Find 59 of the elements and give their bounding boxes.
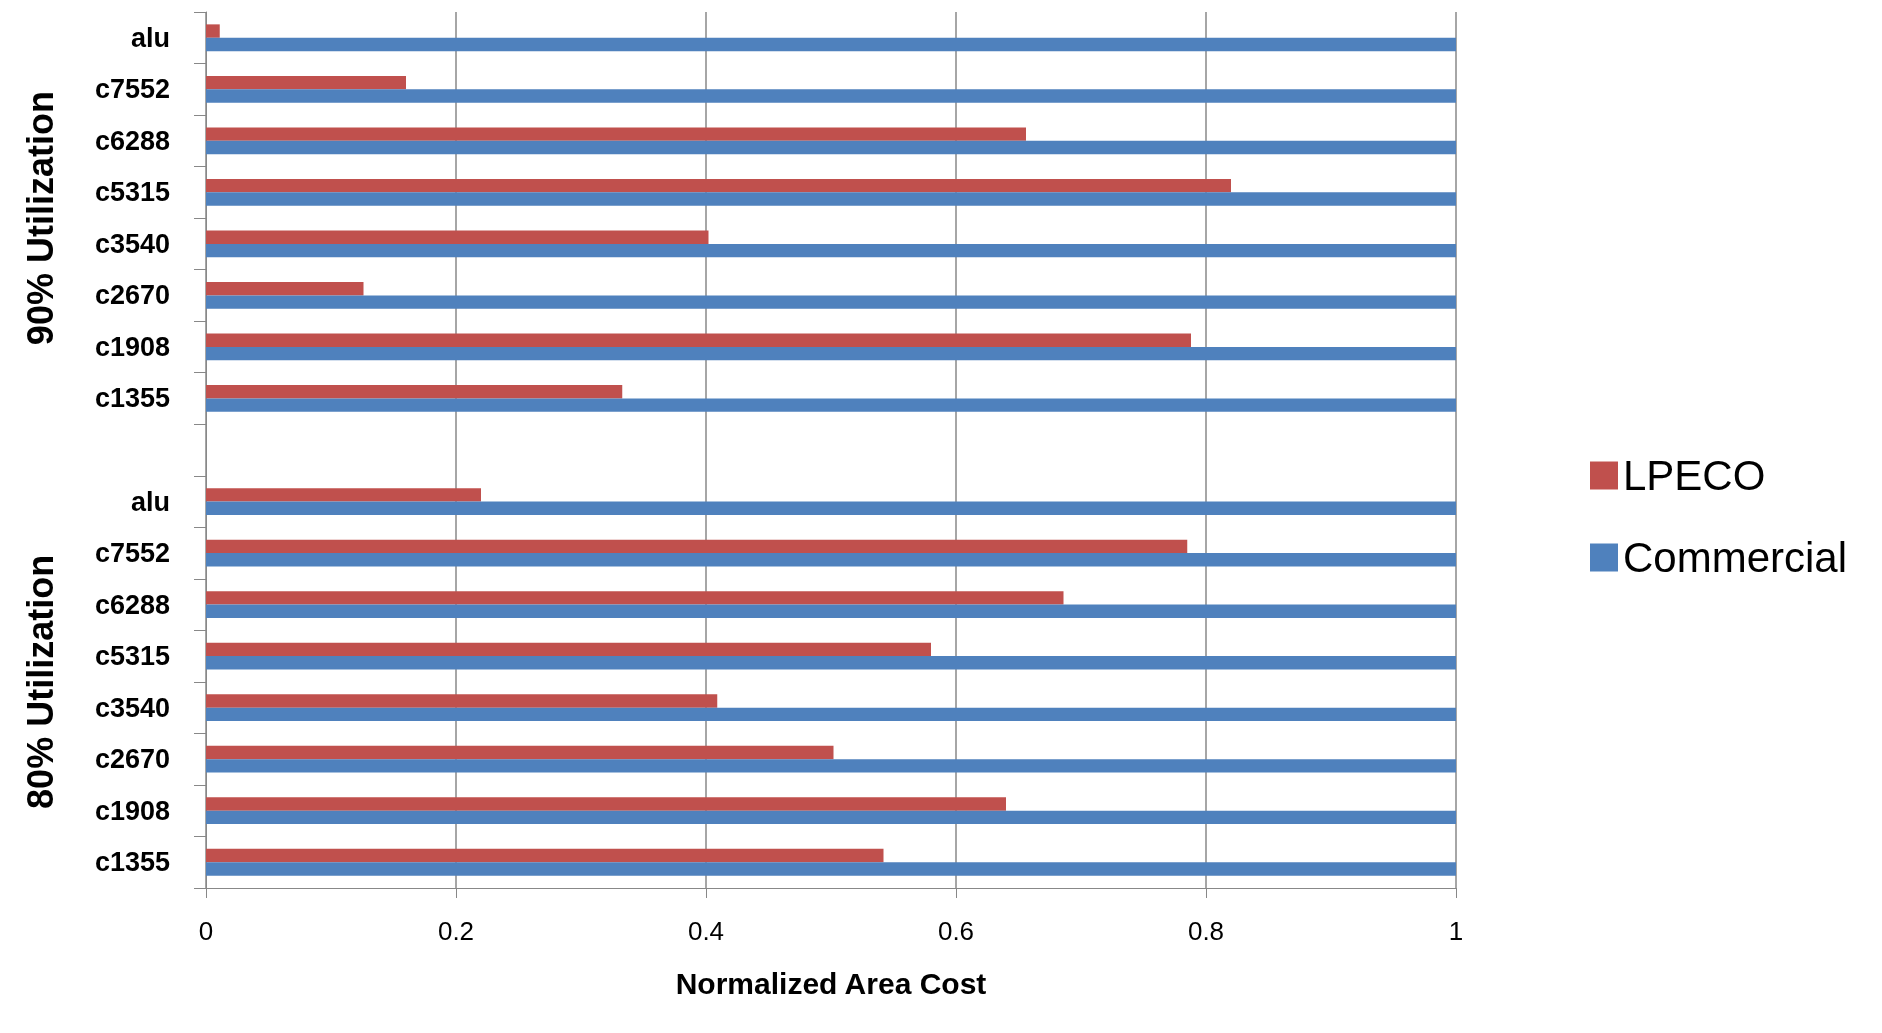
bar: [206, 694, 718, 708]
bar: [206, 89, 1456, 103]
bar: [206, 642, 931, 657]
x-tick-label: 0: [198, 916, 214, 946]
bar: [206, 230, 709, 244]
bar: [206, 192, 1456, 206]
legend-label: Commercial: [1622, 534, 1847, 581]
bar: [206, 282, 364, 296]
y-tick-label: c3540: [94, 228, 170, 259]
x-axis-title: Normalized Area Cost: [675, 966, 987, 1000]
bar: [206, 385, 623, 399]
bar: [206, 656, 1456, 670]
y-tick-label: c1355: [94, 847, 170, 878]
bar: [206, 178, 1231, 193]
bar: [206, 295, 1456, 309]
x-tick-label: 0.4: [687, 916, 725, 946]
bar: [206, 759, 1456, 773]
text: 80% Utilization: [19, 554, 61, 809]
bar: [206, 810, 1456, 825]
bar: [206, 333, 1191, 347]
bar: [206, 37, 1456, 52]
y-tick-label: c1908: [94, 795, 170, 826]
bar: [206, 797, 1006, 811]
y-tick-label: c6288: [94, 589, 170, 620]
y-tick-label: c1355: [94, 383, 170, 414]
bar: [206, 848, 884, 863]
bar: [206, 539, 1188, 554]
bar: [206, 398, 1456, 412]
bar: [206, 75, 406, 90]
bar: [206, 346, 1456, 361]
bar: [206, 127, 1026, 141]
y-tick-label: c7552: [94, 538, 170, 569]
y-tick-label: c2670: [94, 280, 170, 311]
bar: [206, 243, 1456, 258]
y-tick-label: c7552: [94, 74, 170, 105]
bar: [206, 24, 220, 38]
x-tick-label: 0.8: [1187, 916, 1225, 946]
bar: [206, 591, 1064, 605]
x-tick-label: 1: [1448, 916, 1464, 946]
y-tick-label: alu: [130, 486, 170, 517]
x-tick-label: 0.2: [437, 916, 475, 946]
x-tick-label: 0.6: [937, 916, 975, 946]
bar: [206, 501, 1456, 515]
y-tick-label: c1908: [94, 331, 170, 362]
bar: [206, 488, 481, 502]
bar: [206, 140, 1456, 155]
bar: [206, 862, 1456, 876]
y-tick-label: c3540: [94, 692, 170, 723]
y-tick-label: c5315: [94, 177, 170, 208]
bar: [206, 745, 834, 760]
y-tick-label: alu: [130, 22, 170, 53]
text: 90% Utilization: [19, 91, 61, 346]
bar: [206, 553, 1456, 567]
y-tick-label: c5315: [94, 641, 170, 672]
legend-label: LPECO: [1622, 452, 1766, 499]
bar: [206, 707, 1456, 722]
y-tick-label: c2670: [94, 744, 170, 775]
bar: [206, 604, 1456, 618]
y-tick-label: c6288: [94, 125, 170, 156]
